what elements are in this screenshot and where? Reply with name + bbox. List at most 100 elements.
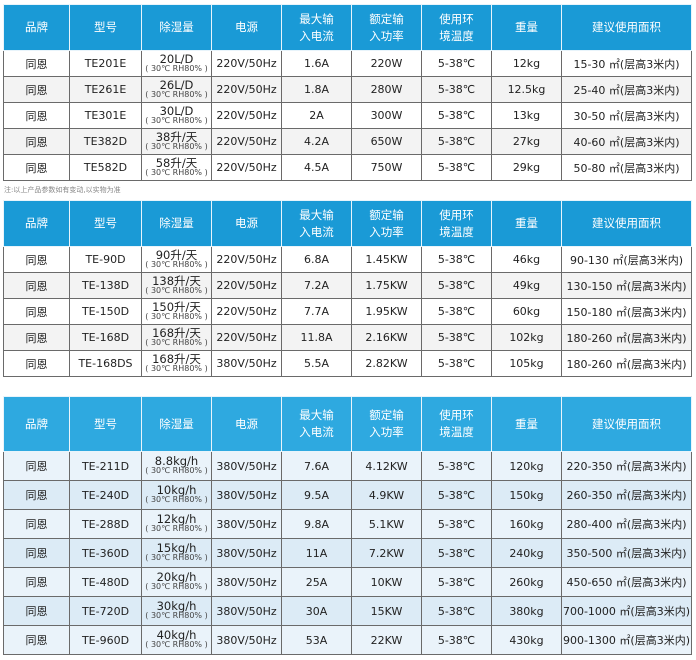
- dehumidification-value: 150升/天: [152, 299, 201, 314]
- test-condition: ( 30℃ RH80% ): [145, 640, 208, 649]
- area-cell: 25-40 ㎡(层高3米内): [561, 76, 692, 103]
- table-header-row: 品牌 型号 除湿量 电源 最大输 入电流 额定输 入功率 使用环 境温度 重量 建议使用面积: [3, 396, 692, 452]
- area-cell: 150-180 ㎡(层高3米内): [561, 298, 692, 325]
- dehumidification-value: 15kg/h: [156, 541, 197, 555]
- dehumidification-value: 30L/D: [159, 103, 194, 118]
- area-cell: 350-500 ㎡(层高3米内): [561, 538, 692, 568]
- max-current-cell: 11A: [281, 538, 352, 568]
- model-cell: TE-168DS: [69, 350, 142, 377]
- dehumidification-value: 20L/D: [159, 51, 194, 66]
- rated-power-cell: 4.9KW: [351, 480, 422, 510]
- test-condition: ( 30℃ RH80% ): [145, 89, 208, 99]
- column-header: 最大输 入电流: [281, 200, 352, 247]
- dehumidification-cell: 168升/天( 30℃ RH80% ): [141, 350, 212, 377]
- column-header: 最大输 入电流: [281, 4, 352, 51]
- power-supply-cell: 380V/50Hz: [211, 509, 282, 539]
- power-supply-cell: 380V/50Hz: [211, 538, 282, 568]
- column-header: 品牌: [3, 396, 70, 452]
- column-header: 型号: [69, 200, 142, 247]
- test-condition: ( 30℃ RH80% ): [145, 311, 208, 321]
- column-header: 重量: [491, 200, 562, 247]
- power-supply-cell: 220V/50Hz: [211, 128, 282, 155]
- brand-cell: 同恩: [3, 298, 70, 325]
- dehumidification-value: 8.8kg/h: [154, 454, 199, 468]
- dehumidification-cell: 30kg/h( 30℃ RH80% ): [141, 596, 212, 626]
- test-condition: ( 30℃ RH80% ): [145, 524, 208, 533]
- temperature-cell: 5-38℃: [421, 298, 492, 325]
- weight-cell: 46kg: [491, 246, 562, 273]
- model-cell: TE201E: [69, 50, 142, 77]
- brand-cell: 同恩: [3, 76, 70, 103]
- model-cell: TE382D: [69, 128, 142, 155]
- power-supply-cell: 220V/50Hz: [211, 324, 282, 351]
- brand-cell: 同恩: [3, 272, 70, 299]
- dehumidification-value: 168升/天: [152, 351, 201, 366]
- rated-power-cell: 2.82KW: [351, 350, 422, 377]
- weight-cell: 150kg: [491, 480, 562, 510]
- area-cell: 130-150 ㎡(层高3米内): [561, 272, 692, 299]
- column-header: 除湿量: [141, 4, 212, 51]
- rated-power-cell: 1.95KW: [351, 298, 422, 325]
- column-header: 额定输 入功率: [351, 396, 422, 452]
- temperature-cell: 5-38℃: [421, 272, 492, 299]
- brand-cell: 同恩: [3, 625, 70, 655]
- brand-cell: 同恩: [3, 567, 70, 597]
- power-supply-cell: 380V/50Hz: [211, 480, 282, 510]
- power-supply-cell: 220V/50Hz: [211, 50, 282, 77]
- dehumidification-cell: 20L/D( 30℃ RH80% ): [141, 50, 212, 77]
- model-cell: TE-480D: [69, 567, 142, 597]
- column-header: 建议使用面积: [561, 396, 692, 452]
- brand-cell: 同恩: [3, 154, 70, 181]
- model-cell: TE301E: [69, 102, 142, 129]
- weight-cell: 13kg: [491, 102, 562, 129]
- weight-cell: 27kg: [491, 128, 562, 155]
- rated-power-cell: 7.2KW: [351, 538, 422, 568]
- brand-cell: 同恩: [3, 596, 70, 626]
- max-current-cell: 53A: [281, 625, 352, 655]
- column-header: 型号: [69, 4, 142, 51]
- weight-cell: 240kg: [491, 538, 562, 568]
- temperature-cell: 5-38℃: [421, 246, 492, 273]
- test-condition: ( 30℃ RH80% ): [145, 466, 208, 475]
- power-supply-cell: 220V/50Hz: [211, 298, 282, 325]
- brand-cell: 同恩: [3, 538, 70, 568]
- brand-cell: 同恩: [3, 480, 70, 510]
- temperature-cell: 5-38℃: [421, 76, 492, 103]
- dehumidification-cell: 8.8kg/h( 30℃ RH80% ): [141, 451, 212, 481]
- max-current-cell: 6.8A: [281, 246, 352, 273]
- column-header: 型号: [69, 396, 142, 452]
- column-header: 品牌: [3, 200, 70, 247]
- test-condition: ( 30℃ RH80% ): [145, 259, 208, 269]
- area-cell: 50-80 ㎡(层高3米内): [561, 154, 692, 181]
- max-current-cell: 1.6A: [281, 50, 352, 77]
- column-header: 使用环 境温度: [421, 396, 492, 452]
- dehumidification-value: 12kg/h: [156, 512, 197, 526]
- weight-cell: 260kg: [491, 567, 562, 597]
- dehumidification-cell: 30L/D( 30℃ RH80% ): [141, 102, 212, 129]
- column-header: 使用环 境温度: [421, 200, 492, 247]
- column-header: 品牌: [3, 4, 70, 51]
- area-cell: 40-60 ㎡(层高3米内): [561, 128, 692, 155]
- brand-cell: 同恩: [3, 324, 70, 351]
- table-row: 同恩 TE-480D 20kg/h( 30℃ RH80% ) 380V/50Hz 25A…: [3, 567, 692, 597]
- test-condition: ( 30℃ RH80% ): [145, 553, 208, 562]
- footnote: 注:以上产品参数如有变动,以实物为准: [4, 186, 121, 194]
- power-supply-cell: 380V/50Hz: [211, 451, 282, 481]
- area-cell: 15-30 ㎡(层高3米内): [561, 50, 692, 77]
- power-supply-cell: 220V/50Hz: [211, 154, 282, 181]
- dehumidification-cell: 150升/天( 30℃ RH80% ): [141, 298, 212, 325]
- brand-cell: 同恩: [3, 102, 70, 129]
- brand-cell: 同恩: [3, 451, 70, 481]
- dehumidification-value: 138升/天: [152, 273, 201, 288]
- rated-power-cell: 1.75KW: [351, 272, 422, 299]
- brand-cell: 同恩: [3, 50, 70, 77]
- test-condition: ( 30℃ RH80% ): [145, 363, 208, 373]
- max-current-cell: 9.8A: [281, 509, 352, 539]
- dehumidification-value: 10kg/h: [156, 483, 197, 497]
- test-condition: ( 30℃ RH80% ): [145, 495, 208, 504]
- test-condition: ( 30℃ RH80% ): [145, 582, 208, 591]
- table-row: 同恩 TE-168D 168升/天( 30℃ RH80% ) 220V/50Hz 11.…: [3, 324, 692, 351]
- rated-power-cell: 5.1KW: [351, 509, 422, 539]
- temperature-cell: 5-38℃: [421, 509, 492, 539]
- model-cell: TE-720D: [69, 596, 142, 626]
